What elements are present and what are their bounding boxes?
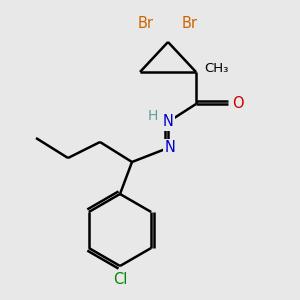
Text: H: H <box>148 109 158 123</box>
Text: N: N <box>163 115 173 130</box>
Text: Br: Br <box>138 16 154 32</box>
Text: CH₃: CH₃ <box>204 61 228 74</box>
Text: Cl: Cl <box>113 272 127 286</box>
Text: N: N <box>165 140 176 155</box>
Text: Br: Br <box>182 16 198 32</box>
Text: O: O <box>232 97 244 112</box>
